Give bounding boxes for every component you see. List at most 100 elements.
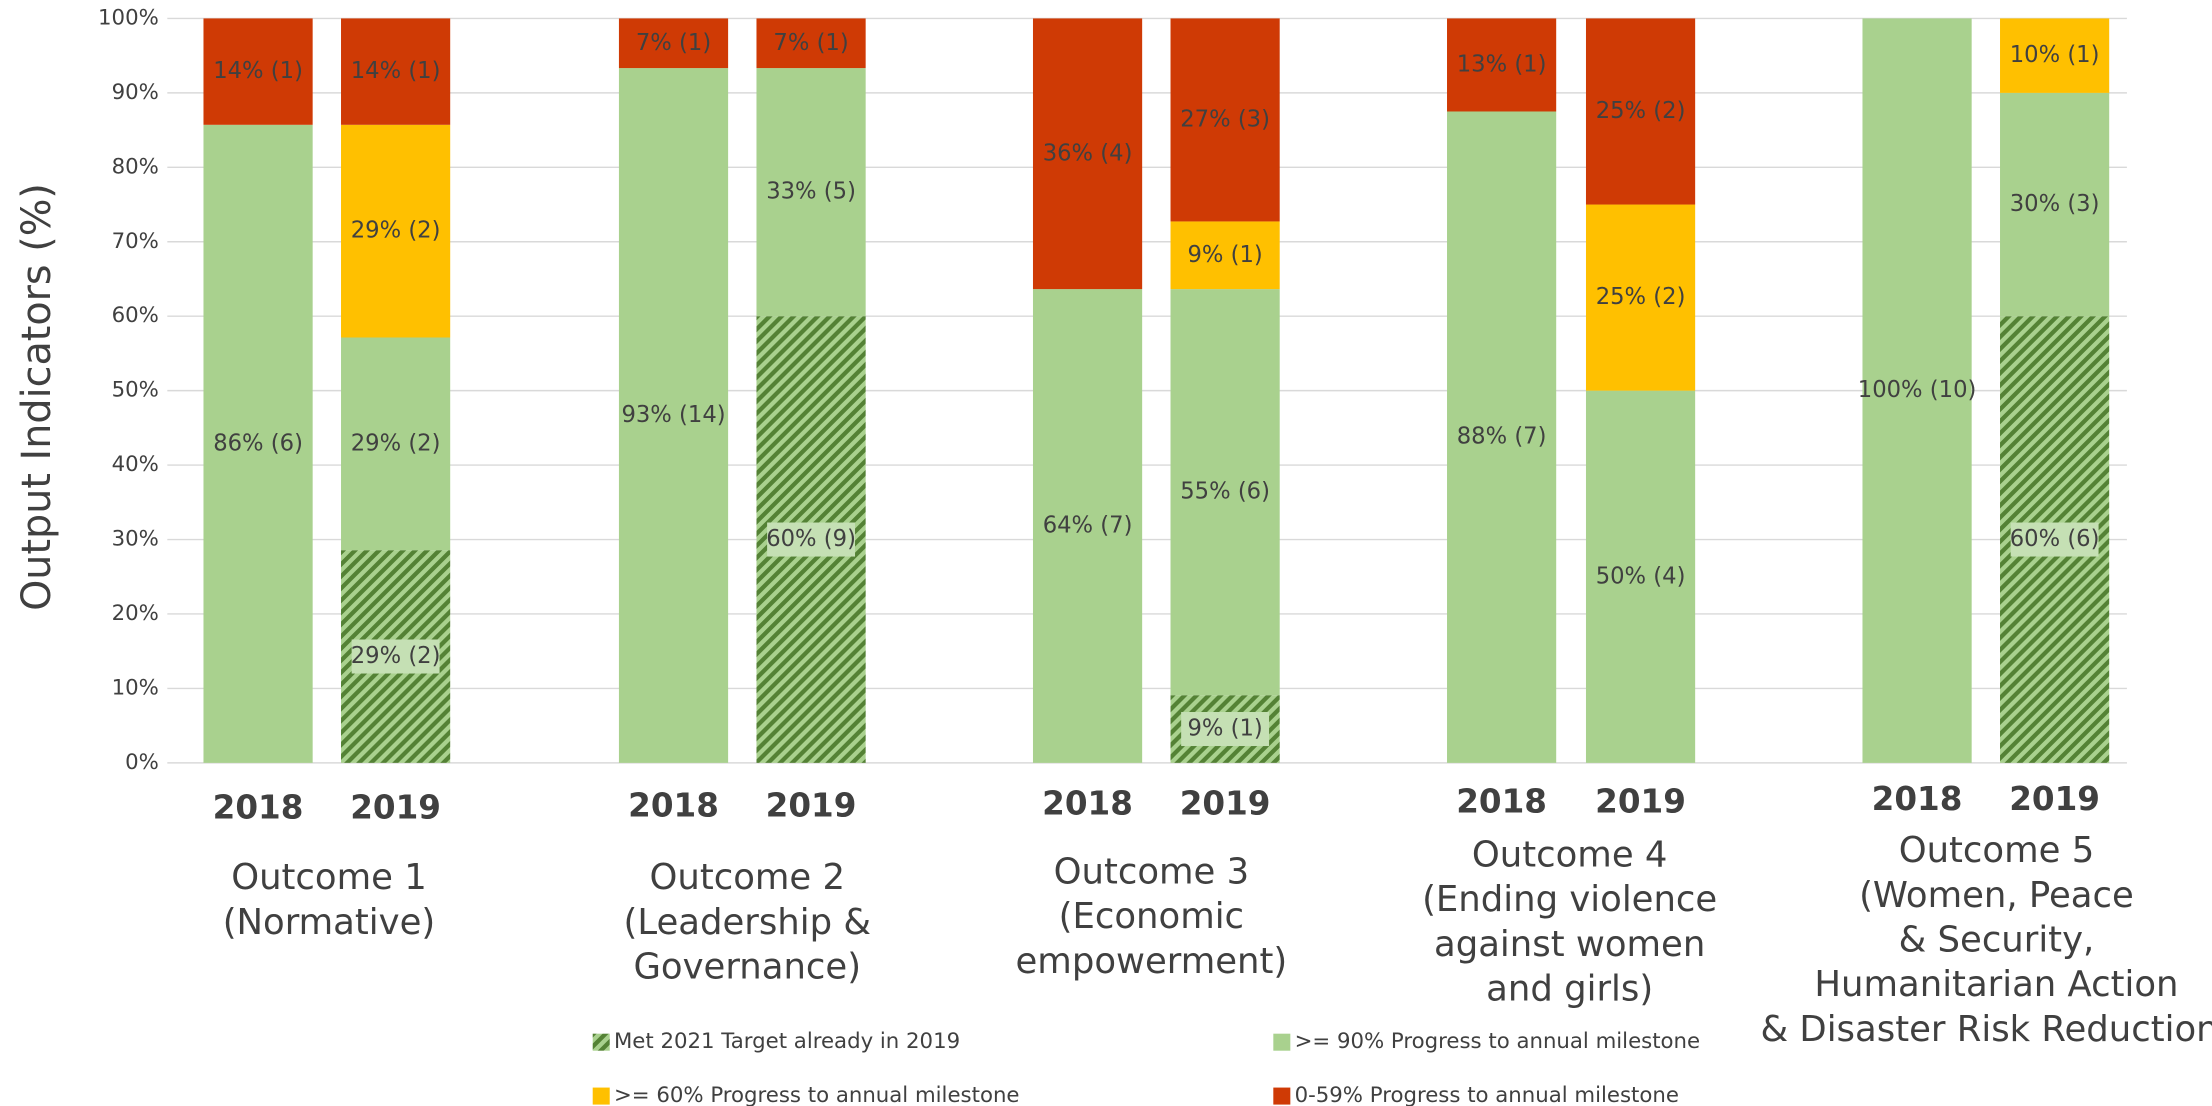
bar-segment	[1585, 18, 1696, 205]
data-label: 60% (6)	[2010, 526, 2100, 552]
group-label: and girls)	[1486, 968, 1653, 1009]
x-tick-label: 2019	[350, 789, 441, 827]
bar-segment	[1447, 111, 1557, 763]
x-tick-label: 2018	[1042, 784, 1133, 822]
bar-segment	[2000, 18, 2110, 93]
group-label: Outcome 3	[1054, 851, 1250, 892]
data-label: 14% (1)	[351, 58, 441, 84]
legend-label: >= 90% Progress to annual milestone	[1295, 1029, 1701, 1054]
data-label: 93% (14)	[621, 402, 725, 428]
bar-segment	[756, 18, 866, 69]
y-tick-label: 100%	[98, 5, 159, 30]
y-tick-label: 90%	[112, 80, 159, 105]
y-tick-label: 80%	[112, 154, 159, 179]
data-label: 7% (1)	[636, 30, 711, 56]
data-label: 30% (3)	[2010, 191, 2100, 217]
bar-segment	[1447, 18, 1557, 112]
group-label: Humanitarian Action	[1814, 964, 2178, 1005]
bar-segment	[756, 68, 866, 317]
x-tick-label: 2019	[2009, 780, 2100, 818]
group-label: Governance)	[633, 946, 861, 987]
y-tick-label: 20%	[112, 601, 159, 626]
y-tick-label: 40%	[112, 452, 159, 477]
bar-segment	[1170, 221, 1280, 290]
label-background	[1181, 712, 1270, 747]
data-label: 27% (3)	[1180, 106, 1270, 132]
x-tick-label: 2018	[1872, 780, 1963, 818]
group-label: against women	[1434, 924, 1705, 965]
data-label: 60% (9)	[766, 526, 856, 552]
data-label: 9% (1)	[1187, 716, 1262, 742]
x-tick-label: 2019	[1180, 784, 1271, 822]
label-background	[2010, 522, 2099, 557]
group-label: (Economic	[1059, 896, 1244, 937]
group-label: (Women, Peace	[1859, 875, 2134, 916]
data-label: 25% (2)	[1596, 98, 1686, 124]
group-label: (Ending violence	[1422, 879, 1717, 920]
bar-segment	[1032, 18, 1143, 290]
bar-segment	[341, 18, 451, 125]
y-tick-label: 70%	[112, 229, 159, 254]
legend-swatch	[592, 1033, 610, 1051]
data-label: 29% (2)	[351, 430, 441, 456]
bar-segment	[1862, 18, 1972, 763]
bar-segment	[618, 18, 729, 69]
bar-segment	[203, 18, 313, 125]
x-tick-label: 2018	[1456, 782, 1547, 820]
group-label: Outcome 4	[1472, 834, 1668, 875]
data-label: 14% (1)	[213, 58, 303, 84]
bar-segment	[1170, 18, 1280, 222]
x-tick-label: 2018	[213, 789, 304, 827]
data-label: 25% (2)	[1596, 284, 1686, 310]
y-tick-label: 30%	[112, 527, 159, 552]
data-label: 13% (1)	[1457, 51, 1547, 77]
y-axis-title: Output Indicators (%)	[14, 183, 60, 611]
bar-segment	[203, 124, 313, 763]
data-label: 29% (2)	[351, 643, 441, 669]
group-label: (Normative)	[223, 902, 436, 943]
bar-segment	[1170, 289, 1280, 696]
x-tick-label: 2019	[766, 787, 857, 825]
data-label: 50% (4)	[1596, 563, 1686, 589]
data-label: 100% (10)	[1858, 377, 1977, 403]
bar-segment	[1585, 204, 1696, 391]
group-label: Outcome 2	[649, 857, 845, 898]
legend-label: Met 2021 Target already in 2019	[614, 1029, 960, 1054]
data-label: 88% (7)	[1457, 424, 1547, 450]
y-tick-label: 0%	[125, 750, 159, 775]
x-tick-label: 2019	[1595, 782, 1686, 820]
data-label: 36% (4)	[1043, 140, 1133, 166]
legend-swatch	[1273, 1087, 1291, 1105]
label-background	[351, 639, 440, 674]
bar-segment	[341, 337, 451, 551]
data-label: 86% (6)	[213, 430, 303, 456]
legend-label: >= 60% Progress to annual milestone	[614, 1083, 1020, 1106]
group-label: Outcome 5	[1899, 830, 2095, 871]
data-label: 55% (6)	[1180, 479, 1270, 505]
y-tick-label: 50%	[112, 378, 159, 403]
data-label: 33% (5)	[766, 179, 856, 205]
data-label: 29% (2)	[351, 218, 441, 244]
group-label: & Security,	[1899, 920, 2095, 961]
legend-label: 0-59% Progress to annual milestone	[1295, 1083, 1679, 1106]
y-tick-label: 10%	[112, 675, 159, 700]
x-tick-label: 2018	[628, 787, 719, 825]
data-label: 9% (1)	[1187, 242, 1262, 268]
group-label: empowerment)	[1016, 941, 1288, 982]
bar-segment	[341, 124, 451, 338]
group-label: Outcome 1	[231, 857, 427, 898]
group-label: (Leadership &	[624, 902, 872, 943]
bar-segment	[2000, 92, 2110, 317]
data-label: 10% (1)	[2010, 42, 2100, 68]
bar-segment	[1585, 390, 1696, 763]
data-label: 7% (1)	[773, 30, 848, 56]
group-label: & Disaster Risk Reduction)	[1761, 1009, 2212, 1050]
label-background	[767, 522, 856, 557]
legend-swatch	[592, 1087, 610, 1105]
bar-segment	[618, 68, 729, 763]
data-label: 64% (7)	[1043, 512, 1133, 538]
bar-segment	[1032, 289, 1143, 763]
y-tick-label: 60%	[112, 303, 159, 328]
